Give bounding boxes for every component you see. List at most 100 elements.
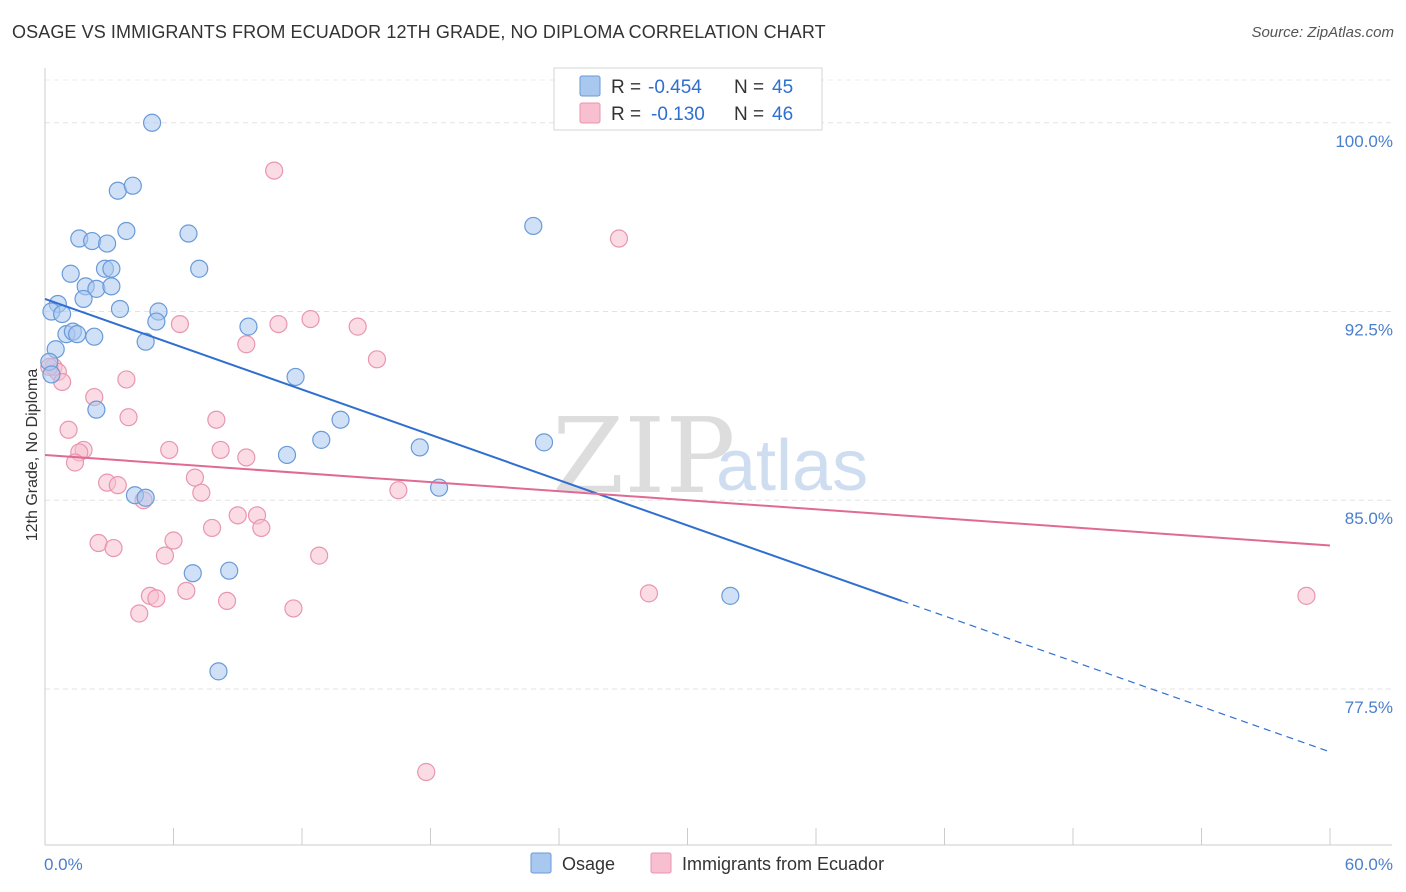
point-ecuador xyxy=(217,591,237,611)
watermark-atlas: atlas xyxy=(716,426,868,506)
y-tick-label: 100.0% xyxy=(1335,132,1393,151)
point-ecuador xyxy=(192,483,211,502)
point-osage xyxy=(61,264,80,283)
point-ecuador xyxy=(367,350,387,369)
point-osage xyxy=(312,430,331,449)
point-ecuador xyxy=(207,410,226,429)
point-osage xyxy=(83,231,102,251)
point-osage xyxy=(147,312,166,331)
point-osage xyxy=(220,561,239,580)
point-ecuador xyxy=(237,335,256,354)
point-osage xyxy=(42,365,61,384)
x-tick-label-max: 60.0% xyxy=(1345,855,1393,874)
point-osage xyxy=(87,400,106,419)
series-legend: Osage Immigrants from Ecuador xyxy=(530,852,884,874)
legend-ecuador-r-value: -0.130 xyxy=(651,104,705,125)
point-ecuador xyxy=(160,440,179,460)
legend-osage-n-value: 45 xyxy=(772,77,793,98)
point-osage xyxy=(117,221,136,241)
point-ecuador xyxy=(164,531,183,550)
point-osage xyxy=(102,277,121,296)
point-ecuador xyxy=(284,599,303,618)
point-ecuador xyxy=(147,589,166,608)
watermark-zip: ZIP xyxy=(552,395,735,517)
point-osage xyxy=(209,662,228,681)
gridlines xyxy=(45,79,1392,690)
point-osage xyxy=(190,259,209,278)
point-osage xyxy=(142,113,162,132)
point-ecuador xyxy=(104,538,123,558)
legend-osage-r-label: R = xyxy=(611,77,641,98)
point-ecuador xyxy=(265,161,284,180)
point-ecuador xyxy=(177,581,196,600)
point-osage xyxy=(410,438,429,457)
point-osage xyxy=(85,327,104,346)
y-tick-label: 77.5% xyxy=(1345,698,1393,717)
point-ecuador xyxy=(252,518,271,538)
point-ecuador xyxy=(59,420,78,439)
series-ecuador-points xyxy=(40,161,1316,782)
point-osage xyxy=(179,224,198,243)
bottom-legend-swatch-osage xyxy=(530,852,552,874)
trend-line-ecuador xyxy=(44,453,1331,547)
bottom-legend-swatch-ecuador xyxy=(650,852,672,874)
point-osage xyxy=(721,586,740,605)
legend-swatch-osage xyxy=(579,75,601,97)
trend-line-osage xyxy=(44,297,902,602)
bottom-legend-label-osage: Osage xyxy=(562,854,615,874)
point-ecuador xyxy=(170,314,190,334)
y-axis-title: 12th Grade, No Diploma xyxy=(24,369,41,542)
x-axis-ticks xyxy=(44,828,1331,845)
stats-legend: R = -0.454 N = 45 R = -0.130 N = 46 xyxy=(553,67,823,131)
point-osage xyxy=(110,299,130,319)
point-osage xyxy=(102,259,121,278)
legend-ecuador-n-value: 46 xyxy=(772,104,793,125)
point-osage xyxy=(136,488,155,507)
y-tick-label: 85.0% xyxy=(1345,509,1393,528)
point-ecuador xyxy=(202,518,222,538)
point-osage xyxy=(136,332,155,351)
point-ecuador xyxy=(117,370,136,389)
point-ecuador xyxy=(310,546,329,565)
legend-ecuador-r-label: R = xyxy=(611,104,641,125)
point-ecuador xyxy=(269,314,288,334)
point-ecuador xyxy=(211,440,230,460)
bottom-legend-label-ecuador: Immigrants from Ecuador xyxy=(682,854,884,874)
source-label: Source: ZipAtlas.com xyxy=(1251,24,1394,41)
point-osage xyxy=(68,325,87,344)
point-osage xyxy=(524,216,543,236)
point-osage xyxy=(98,234,117,253)
point-osage xyxy=(534,433,554,452)
point-ecuador xyxy=(185,468,205,487)
point-ecuador xyxy=(237,448,256,467)
series-osage-points xyxy=(40,113,740,681)
point-ecuador xyxy=(389,481,408,500)
point-osage xyxy=(74,289,93,309)
point-ecuador xyxy=(1297,586,1316,605)
point-osage xyxy=(239,317,258,336)
chart-title: OSAGE VS IMMIGRANTS FROM ECUADOR 12TH GR… xyxy=(12,22,826,42)
point-ecuador xyxy=(639,584,659,603)
point-ecuador xyxy=(348,317,367,336)
point-ecuador xyxy=(130,604,149,623)
trend-line-osage-extension xyxy=(901,600,1331,753)
point-osage xyxy=(331,410,350,429)
legend-osage-r-value: -0.454 xyxy=(648,77,702,98)
point-ecuador xyxy=(155,546,175,565)
point-osage xyxy=(277,445,297,465)
trend-lines xyxy=(44,297,1331,753)
point-osage xyxy=(286,367,305,387)
y-tick-label: 92.5% xyxy=(1345,321,1393,340)
point-ecuador xyxy=(417,762,436,782)
watermark: ZIP atlas xyxy=(552,395,868,517)
point-ecuador xyxy=(301,309,320,329)
point-osage xyxy=(123,176,142,195)
point-ecuador xyxy=(108,476,127,495)
point-ecuador xyxy=(228,506,247,525)
legend-swatch-ecuador xyxy=(579,102,601,124)
y-tick-labels: 77.5% 85.0% 92.5% 100.0% xyxy=(1335,132,1393,717)
point-osage xyxy=(183,564,202,583)
point-ecuador xyxy=(609,229,629,248)
legend-osage-n-label: N = xyxy=(734,77,764,98)
